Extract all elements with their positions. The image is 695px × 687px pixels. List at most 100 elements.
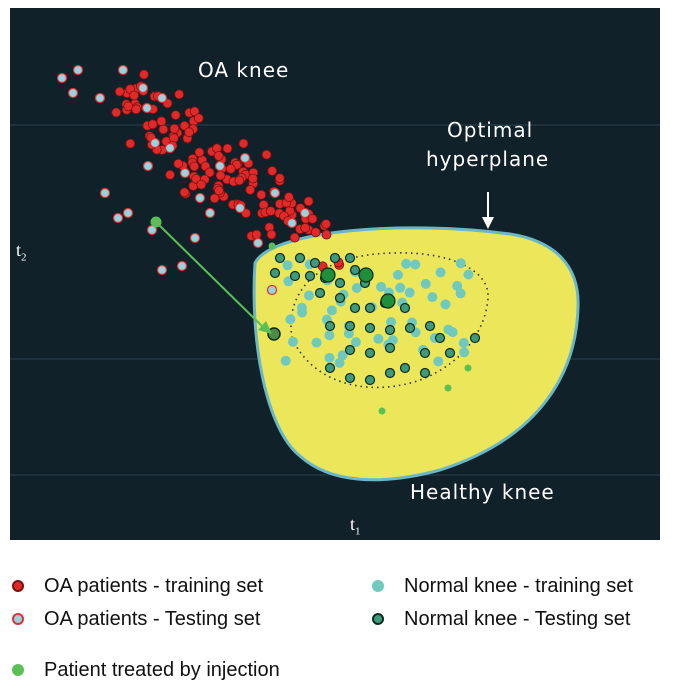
oa-knee-label: OA knee — [198, 58, 290, 82]
oa-testing-point — [214, 160, 226, 172]
normal-training-point — [427, 292, 438, 303]
oa-training-point — [204, 167, 215, 178]
normal-training-point — [282, 260, 293, 271]
oa-training-point — [156, 116, 167, 127]
minor-green-point — [464, 364, 472, 372]
normal-testing-point — [384, 342, 396, 354]
oa-training-point — [111, 107, 122, 118]
oa-training-marker — [12, 580, 24, 592]
normal-testing-point — [324, 362, 336, 374]
oa-training-point — [214, 185, 224, 196]
minor-green-point — [268, 242, 276, 250]
oa-training-point — [170, 110, 181, 120]
oa-training-point — [274, 173, 285, 184]
normal-testing-point — [344, 344, 356, 356]
normal-training-point — [455, 288, 466, 299]
oa-training-point — [125, 138, 136, 149]
data-points — [56, 64, 481, 415]
oa-training-point — [267, 166, 278, 176]
treated-patient-end — [267, 327, 281, 341]
oa-training-point — [300, 222, 311, 233]
oa-training-point — [194, 147, 205, 158]
oa-training-point — [209, 193, 220, 204]
oa-training-point — [238, 138, 249, 149]
normal-training-point — [443, 324, 454, 335]
healthy-region — [252, 226, 580, 482]
healthy-knee-label: Healthy knee — [410, 480, 555, 504]
oa-testing-point — [204, 207, 216, 219]
normal-training-point — [401, 258, 412, 269]
legend-item-treated: Patient treated by injection — [12, 658, 280, 682]
normal-testing-point — [399, 302, 411, 314]
hyperplane-arrowhead — [482, 217, 494, 229]
oa-training-point — [266, 229, 277, 240]
oa-testing-point — [239, 152, 251, 164]
normal-testing-point — [274, 252, 286, 264]
normal-training-point — [297, 307, 308, 318]
treated-highlight-point — [380, 293, 396, 309]
normal-testing-point — [349, 302, 361, 314]
scatter-plot-svg — [10, 64, 660, 482]
treatment-arrowhead — [258, 321, 272, 334]
oa-training-point — [289, 232, 300, 243]
normal-testing-point — [434, 332, 446, 344]
oa-training-point — [158, 124, 169, 135]
normal-testing-point — [404, 322, 416, 334]
normal-training-point — [463, 269, 474, 280]
oa-training-point — [196, 179, 207, 190]
oa-testing-point — [234, 202, 246, 214]
normal-training-point — [324, 330, 335, 341]
oa-testing-point — [142, 160, 154, 172]
scatter-plot-panel: OA knee Optimal hyperplane Healthy knee … — [10, 8, 660, 540]
oa-training-point — [261, 149, 272, 160]
oa-testing-point — [94, 92, 106, 104]
oa-training-point — [256, 189, 267, 200]
legend-label: OA patients - Testing set — [44, 607, 261, 630]
oa-training-point — [165, 169, 176, 180]
oa-training-point — [283, 192, 294, 203]
oa-testing-point — [179, 167, 191, 179]
oa-testing-point — [299, 207, 311, 219]
normal-training-point — [459, 347, 470, 358]
normal-testing-point — [444, 347, 456, 359]
normal-testing-point — [419, 367, 431, 379]
y-axis-sub: 2 — [21, 251, 27, 264]
treated-marker — [12, 664, 24, 676]
optimal-label: Optimal — [447, 118, 534, 142]
normal-testing-point — [419, 347, 431, 359]
oa-training-point — [307, 213, 318, 224]
normal-training-point — [350, 337, 361, 348]
legend-label: Normal knee - training set — [404, 574, 633, 597]
normal-testing-point — [384, 367, 396, 379]
oa-training-point — [184, 127, 195, 138]
normal-training-point — [376, 281, 387, 292]
normal-training-point — [435, 267, 446, 278]
oa-training-point — [131, 104, 142, 115]
normal-training-point — [393, 269, 403, 280]
normal-training-point — [420, 278, 431, 289]
oa-testing-point — [266, 284, 278, 296]
oa-testing-point — [112, 212, 124, 224]
normal-training-point — [455, 258, 466, 269]
oa-testing-point — [149, 137, 161, 149]
oa-training-point — [310, 227, 321, 238]
normal-training-point — [373, 333, 384, 344]
normal-testing-point — [329, 252, 341, 264]
x-axis-label: t1 — [350, 514, 361, 538]
y-axis-main: t — [16, 240, 22, 260]
inner-margin-dotted — [290, 252, 489, 389]
oa-training-point — [173, 158, 184, 169]
oa-training-point — [189, 161, 200, 172]
oa-training-point — [174, 89, 185, 100]
oa-training-point — [222, 143, 233, 154]
normal-training-point — [285, 314, 296, 325]
x-axis-main: t — [350, 514, 356, 534]
normal-testing-point — [384, 324, 396, 336]
oa-testing-point — [72, 64, 84, 76]
oa-testing-point — [117, 64, 129, 76]
oa-testing-point — [156, 92, 168, 104]
y-axis-label: t2 — [16, 240, 27, 264]
oa-training-point — [303, 196, 314, 207]
normal-training-point — [433, 356, 444, 367]
normal-testing-point — [349, 264, 361, 276]
